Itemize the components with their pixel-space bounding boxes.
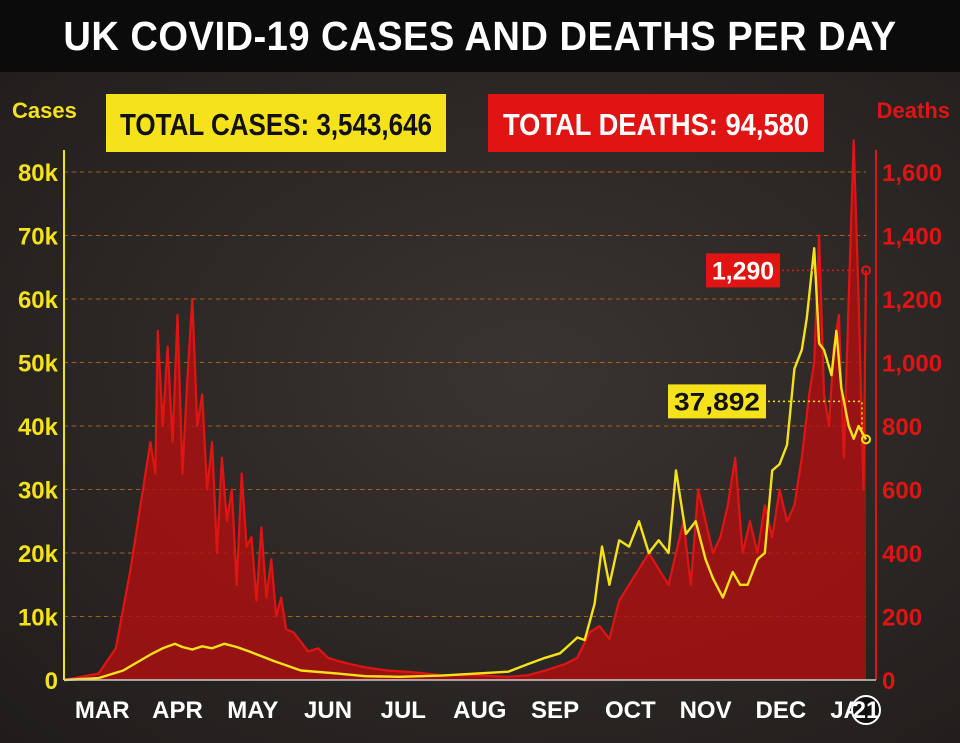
deaths-line: [63, 139, 868, 682]
y-tick-label-left: 80k: [18, 160, 59, 187]
y-tick-label-left: 30k: [18, 478, 59, 505]
year-marker-label: 21: [853, 697, 880, 724]
deaths-layer: [63, 139, 868, 682]
deaths-area: [64, 140, 866, 681]
total-cases-text: TOTAL CASES: 3,543,646: [120, 107, 432, 142]
y-tick-label-left: 10k: [18, 605, 59, 632]
y-tick-label-right: 600: [882, 478, 922, 505]
y-tick-label-right: 0: [882, 668, 895, 695]
y-tick-label-left: 70k: [18, 224, 59, 251]
deaths-callout-text: 1,290: [712, 257, 774, 285]
y-tick-label-right: 200: [882, 605, 922, 632]
title-bar: UK COVID-19 CASES AND DEATHS PER DAY: [0, 0, 960, 72]
deaths-callout-box: [706, 253, 780, 288]
badge-layer: TOTAL CASES: 3,543,646 TOTAL DEATHS: 94,…: [106, 94, 824, 152]
year-marker-circle: [851, 695, 881, 725]
chart-title: UK COVID-19 CASES AND DEATHS PER DAY: [63, 12, 897, 59]
x-tick-label: JUN: [304, 697, 352, 724]
total-deaths-text: TOTAL DEATHS: 94,580: [503, 107, 809, 142]
x-tick-label: APR: [152, 697, 203, 724]
cases-leader-line: [768, 400, 863, 440]
x-tick-label: SEP: [531, 697, 579, 724]
y-tick-label-left: 40k: [18, 414, 59, 441]
x-tick-label: DEC: [756, 697, 807, 724]
right-axis-title: Deaths: [877, 98, 950, 123]
x-tick-label: NOV: [680, 697, 732, 724]
x-tick-label: AUG: [453, 697, 506, 724]
total-deaths-badge: [488, 94, 824, 152]
axis-layer: Cases Deaths 010k20k30k40k50k60k70k80k02…: [12, 98, 950, 725]
cases-line: [63, 247, 868, 682]
cases-callout-text: 37,892: [674, 388, 760, 416]
y-tick-label-right: 1,000: [882, 351, 942, 378]
y-tick-label-left: 50k: [18, 351, 59, 378]
y-tick-label-right: 1,400: [882, 224, 942, 251]
y-tick-label-right: 800: [882, 414, 922, 441]
cases-callout-box: [668, 384, 766, 419]
y-tick-label-left: 0: [45, 668, 58, 695]
cases-layer: [63, 247, 868, 682]
cases-end-marker: [861, 434, 871, 445]
y-tick-label-left: 60k: [18, 287, 59, 314]
y-tick-label-right: 1,600: [882, 160, 942, 187]
x-tick-label: MAR: [75, 697, 130, 724]
deaths-end-marker: [861, 265, 871, 276]
y-tick-label-left: 20k: [18, 541, 59, 568]
x-tick-label: MAY: [227, 697, 278, 724]
callout-layer: 1,290 37,892: [668, 253, 871, 445]
y-tick-label-right: 1,200: [882, 287, 942, 314]
x-tick-label: OCT: [605, 697, 656, 724]
x-tick-label: JUL: [381, 697, 426, 724]
left-axis-title: Cases: [12, 98, 77, 123]
y-tick-label-right: 400: [882, 541, 922, 568]
total-cases-badge: [106, 94, 446, 152]
